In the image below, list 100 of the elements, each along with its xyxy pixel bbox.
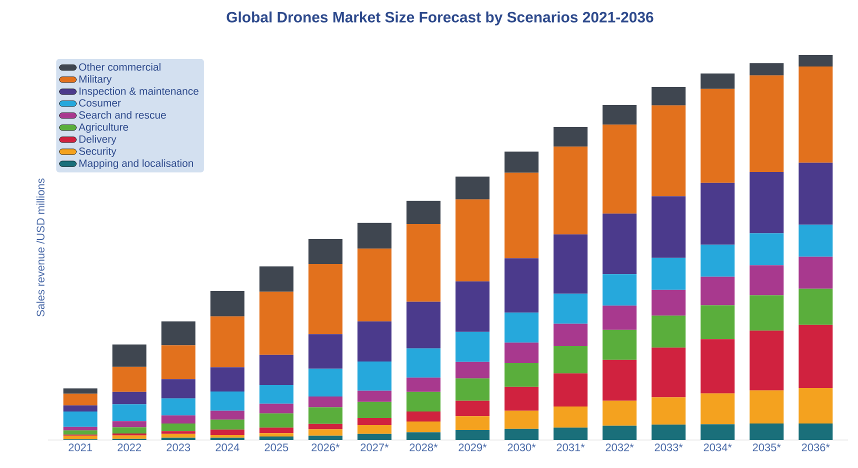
bar [554,294,588,324]
bar [210,291,244,316]
bar [798,324,833,388]
bar [504,258,539,313]
y-axis-title: Sales revenue /USD millions [36,178,44,316]
bar [259,404,294,414]
bar [357,402,392,418]
bar [602,306,637,330]
bar [652,258,686,290]
bar [210,434,244,438]
bar [112,435,146,439]
bar [161,379,196,398]
bar [504,363,539,387]
bar [554,428,588,440]
bar [700,424,735,440]
bar [798,162,833,225]
x-tick-label: 2031* [556,444,585,452]
bar [161,434,196,438]
bar [652,196,686,258]
bar [63,430,98,435]
bar [602,214,637,274]
legend-label: Cosumer [79,99,121,107]
x-tick-label: 2035* [752,444,781,452]
x-tick-label: 2024 [216,444,240,452]
bar [652,290,686,316]
bar [357,321,392,362]
x-tick-label: 2030* [508,444,536,452]
bar [259,266,294,292]
bar [750,265,784,296]
bar [798,224,833,257]
bar [750,295,784,331]
bar [161,345,196,380]
bar [357,248,392,322]
bar [63,405,98,412]
x-tick-label: 2028* [410,444,438,452]
bar [456,430,490,440]
bar [259,354,294,385]
bar [504,312,539,343]
x-tick-label: 2036* [802,444,830,452]
bar [112,344,146,367]
bar [259,436,294,440]
bar [750,75,784,172]
bar [406,302,440,348]
x-tick-label: 2023 [166,444,190,452]
bar [308,407,342,424]
x-tick-label: 2025 [264,444,288,452]
bar [700,182,735,245]
bar [161,415,196,424]
bar [406,422,440,432]
bar [456,281,490,332]
bar [554,146,588,234]
bar [406,392,440,412]
bar [700,305,735,340]
bar [161,431,196,434]
legend-label: Mapping and localisation [79,159,194,170]
bar [798,423,833,440]
bar [63,412,98,427]
bar [357,434,392,440]
bar [308,368,342,396]
bar [798,54,833,67]
bar [112,421,146,428]
bar [602,274,637,306]
bar [554,324,588,346]
bar [652,86,686,106]
bar [357,390,392,402]
bar [161,423,196,432]
bar [210,391,244,411]
x-tick-label: 2032* [606,444,634,452]
bar [602,400,637,426]
bar [406,224,440,302]
bar [112,392,146,404]
x-tick-label: 2027* [360,444,389,452]
bar [308,429,342,436]
bar [750,330,784,390]
legend-label: Military [79,75,112,85]
bar [652,424,686,440]
bar [210,316,244,368]
bar [357,361,392,391]
bar [259,292,294,355]
bar [308,436,342,440]
bar [652,397,686,425]
bar [504,152,539,173]
bar [700,276,735,306]
bar [308,424,342,430]
bar [308,334,342,369]
bar [700,339,735,394]
bar [700,88,735,183]
bar [652,348,686,398]
bar [210,420,244,430]
bar [456,362,490,378]
bar [554,373,588,407]
bar [259,413,294,428]
x-tick-label: 2029* [458,444,487,452]
bar [750,63,784,76]
x-tick-label: 2034* [704,444,732,452]
legend-label: Inspection & maintenance [80,87,198,97]
bar [308,396,342,408]
bar [504,342,539,363]
bar [210,367,244,392]
x-tick-label: 2033* [654,444,683,452]
